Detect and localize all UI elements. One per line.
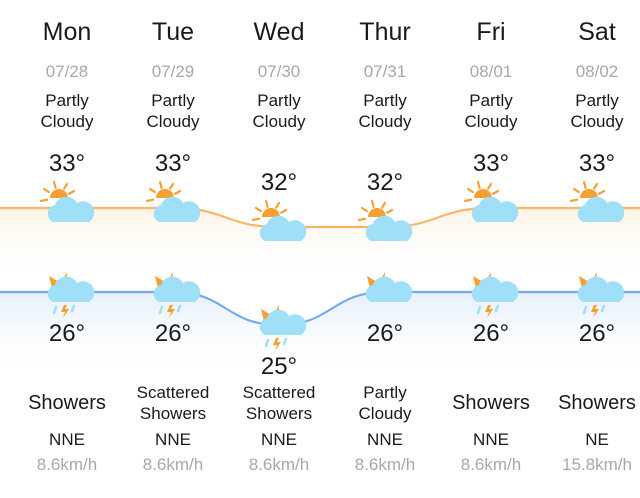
partly-cloudy-day-icon	[145, 180, 201, 222]
condition-line: Partly	[363, 383, 407, 402]
day-name: Thur	[359, 18, 411, 46]
condition-line: Scattered	[136, 383, 210, 402]
condition-line: Partly	[469, 91, 513, 110]
day-date: 07/29	[151, 62, 195, 81]
night-condition: Scattered Showers	[114, 380, 232, 426]
high-temp: 32°	[260, 169, 298, 196]
wind-direction: NNE	[473, 430, 509, 449]
day-date: 07/28	[45, 62, 89, 81]
wind-speed: 8.6km/h	[248, 455, 310, 474]
condition-line: Cloudy	[146, 112, 200, 131]
low-temp: 26°	[48, 320, 86, 347]
condition-line: Partly	[257, 91, 301, 110]
wind-direction: NNE	[155, 430, 191, 449]
condition-line: Partly	[45, 91, 89, 110]
high-temp: 33°	[472, 150, 510, 177]
condition-line: Showers	[452, 391, 530, 414]
wind-direction: NNE	[367, 430, 403, 449]
day-date: 08/02	[575, 62, 619, 81]
day-condition: Partly Cloudy	[226, 90, 332, 132]
condition-line: Showers	[28, 391, 106, 414]
partly-cloudy-day-icon	[569, 180, 625, 222]
day-condition: Partly Cloudy	[14, 90, 120, 132]
thunder-shower-night-icon	[47, 272, 95, 318]
day-name: Tue	[151, 18, 195, 46]
day-date: 07/31	[363, 62, 407, 81]
night-condition: Scattered Showers	[220, 380, 338, 426]
high-temp: 32°	[366, 169, 404, 196]
night-condition: Partly Cloudy	[326, 380, 444, 426]
high-temp-line	[0, 206, 640, 229]
low-temp: 26°	[472, 320, 510, 347]
day-date: 07/30	[257, 62, 301, 81]
thunder-shower-night-icon	[577, 272, 625, 318]
thunder-shower-night-icon	[259, 305, 307, 351]
condition-line: Cloudy	[358, 404, 412, 423]
low-temp-line	[0, 290, 640, 327]
wind-direction: NE	[585, 430, 609, 449]
low-temp: 26°	[154, 320, 192, 347]
high-temp: 33°	[154, 150, 192, 177]
wind-speed: 8.6km/h	[460, 455, 522, 474]
wind-direction: NNE	[49, 430, 85, 449]
day-name: Wed	[253, 18, 305, 46]
condition-line: Cloudy	[252, 112, 306, 131]
condition-line: Showers	[558, 391, 636, 414]
night-condition: Showers	[538, 380, 640, 426]
partly-cloudy-night-icon	[365, 272, 413, 302]
wind-direction: NNE	[261, 430, 297, 449]
low-temp: 26°	[366, 320, 404, 347]
high-temp: 33°	[578, 150, 616, 177]
day-name: Sat	[578, 18, 616, 46]
day-condition: Partly Cloudy	[438, 90, 544, 132]
day-name: Mon	[42, 18, 92, 46]
wind-speed: 15.8km/h	[562, 455, 632, 474]
thunder-shower-night-icon	[471, 272, 519, 318]
partly-cloudy-day-icon	[357, 199, 413, 241]
day-name: Fri	[476, 18, 506, 46]
wind-speed: 8.6km/h	[36, 455, 98, 474]
condition-line: Partly	[575, 91, 619, 110]
wind-speed: 8.6km/h	[142, 455, 204, 474]
condition-line: Partly	[151, 91, 195, 110]
condition-line: Cloudy	[570, 112, 624, 131]
condition-line: Cloudy	[358, 112, 412, 131]
high-area	[0, 208, 640, 280]
thunder-shower-night-icon	[153, 272, 201, 318]
low-temp: 25°	[260, 353, 298, 380]
partly-cloudy-day-icon	[39, 180, 95, 222]
day-condition: Partly Cloudy	[544, 90, 640, 132]
condition-line: Cloudy	[40, 112, 94, 131]
night-condition: Showers	[432, 380, 550, 426]
day-condition: Partly Cloudy	[120, 90, 226, 132]
partly-cloudy-day-icon	[463, 180, 519, 222]
condition-line: Scattered	[242, 383, 316, 402]
condition-line: Showers	[139, 404, 207, 423]
low-temp: 26°	[578, 320, 616, 347]
day-date: 08/01	[469, 62, 513, 81]
high-temp: 33°	[48, 150, 86, 177]
day-condition: Partly Cloudy	[332, 90, 438, 132]
partly-cloudy-day-icon	[251, 199, 307, 241]
condition-line: Showers	[245, 404, 313, 423]
wind-speed: 8.6km/h	[354, 455, 416, 474]
condition-line: Partly	[363, 91, 407, 110]
night-condition: Showers	[8, 380, 126, 426]
condition-line: Cloudy	[464, 112, 518, 131]
